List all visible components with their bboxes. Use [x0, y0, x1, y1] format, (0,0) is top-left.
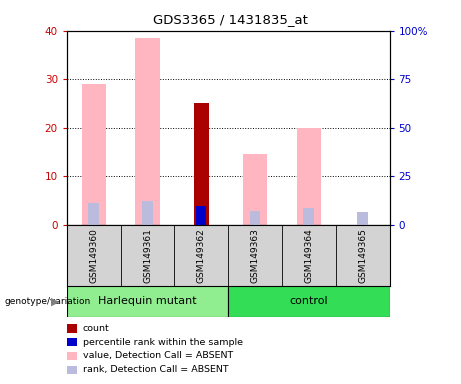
Text: genotype/variation: genotype/variation [5, 297, 91, 306]
Text: GSM149363: GSM149363 [251, 228, 260, 283]
Text: GSM149361: GSM149361 [143, 228, 152, 283]
Bar [243, 154, 267, 225]
Bar [82, 84, 106, 225]
Text: count: count [83, 324, 109, 333]
Bar [194, 103, 209, 225]
Bar [196, 206, 206, 225]
Bar [142, 201, 153, 225]
Text: Harlequin mutant: Harlequin mutant [98, 296, 197, 306]
Text: GSM149364: GSM149364 [304, 228, 313, 283]
Bar [136, 38, 160, 225]
Bar [297, 128, 321, 225]
Text: GSM149360: GSM149360 [89, 228, 98, 283]
Text: GDS3365 / 1431835_at: GDS3365 / 1431835_at [153, 13, 308, 26]
Text: GSM149365: GSM149365 [358, 228, 367, 283]
Text: percentile rank within the sample: percentile rank within the sample [83, 338, 242, 347]
Bar [357, 212, 368, 225]
Bar [89, 203, 99, 225]
Text: control: control [290, 296, 328, 306]
Bar [250, 211, 260, 225]
Bar [67, 286, 228, 317]
Text: rank, Detection Call = ABSENT: rank, Detection Call = ABSENT [83, 365, 228, 374]
Text: GSM149362: GSM149362 [197, 228, 206, 283]
Text: value, Detection Call = ABSENT: value, Detection Call = ABSENT [83, 351, 233, 361]
Bar [303, 208, 314, 225]
Bar [228, 286, 390, 317]
Text: ▶: ▶ [52, 296, 60, 306]
